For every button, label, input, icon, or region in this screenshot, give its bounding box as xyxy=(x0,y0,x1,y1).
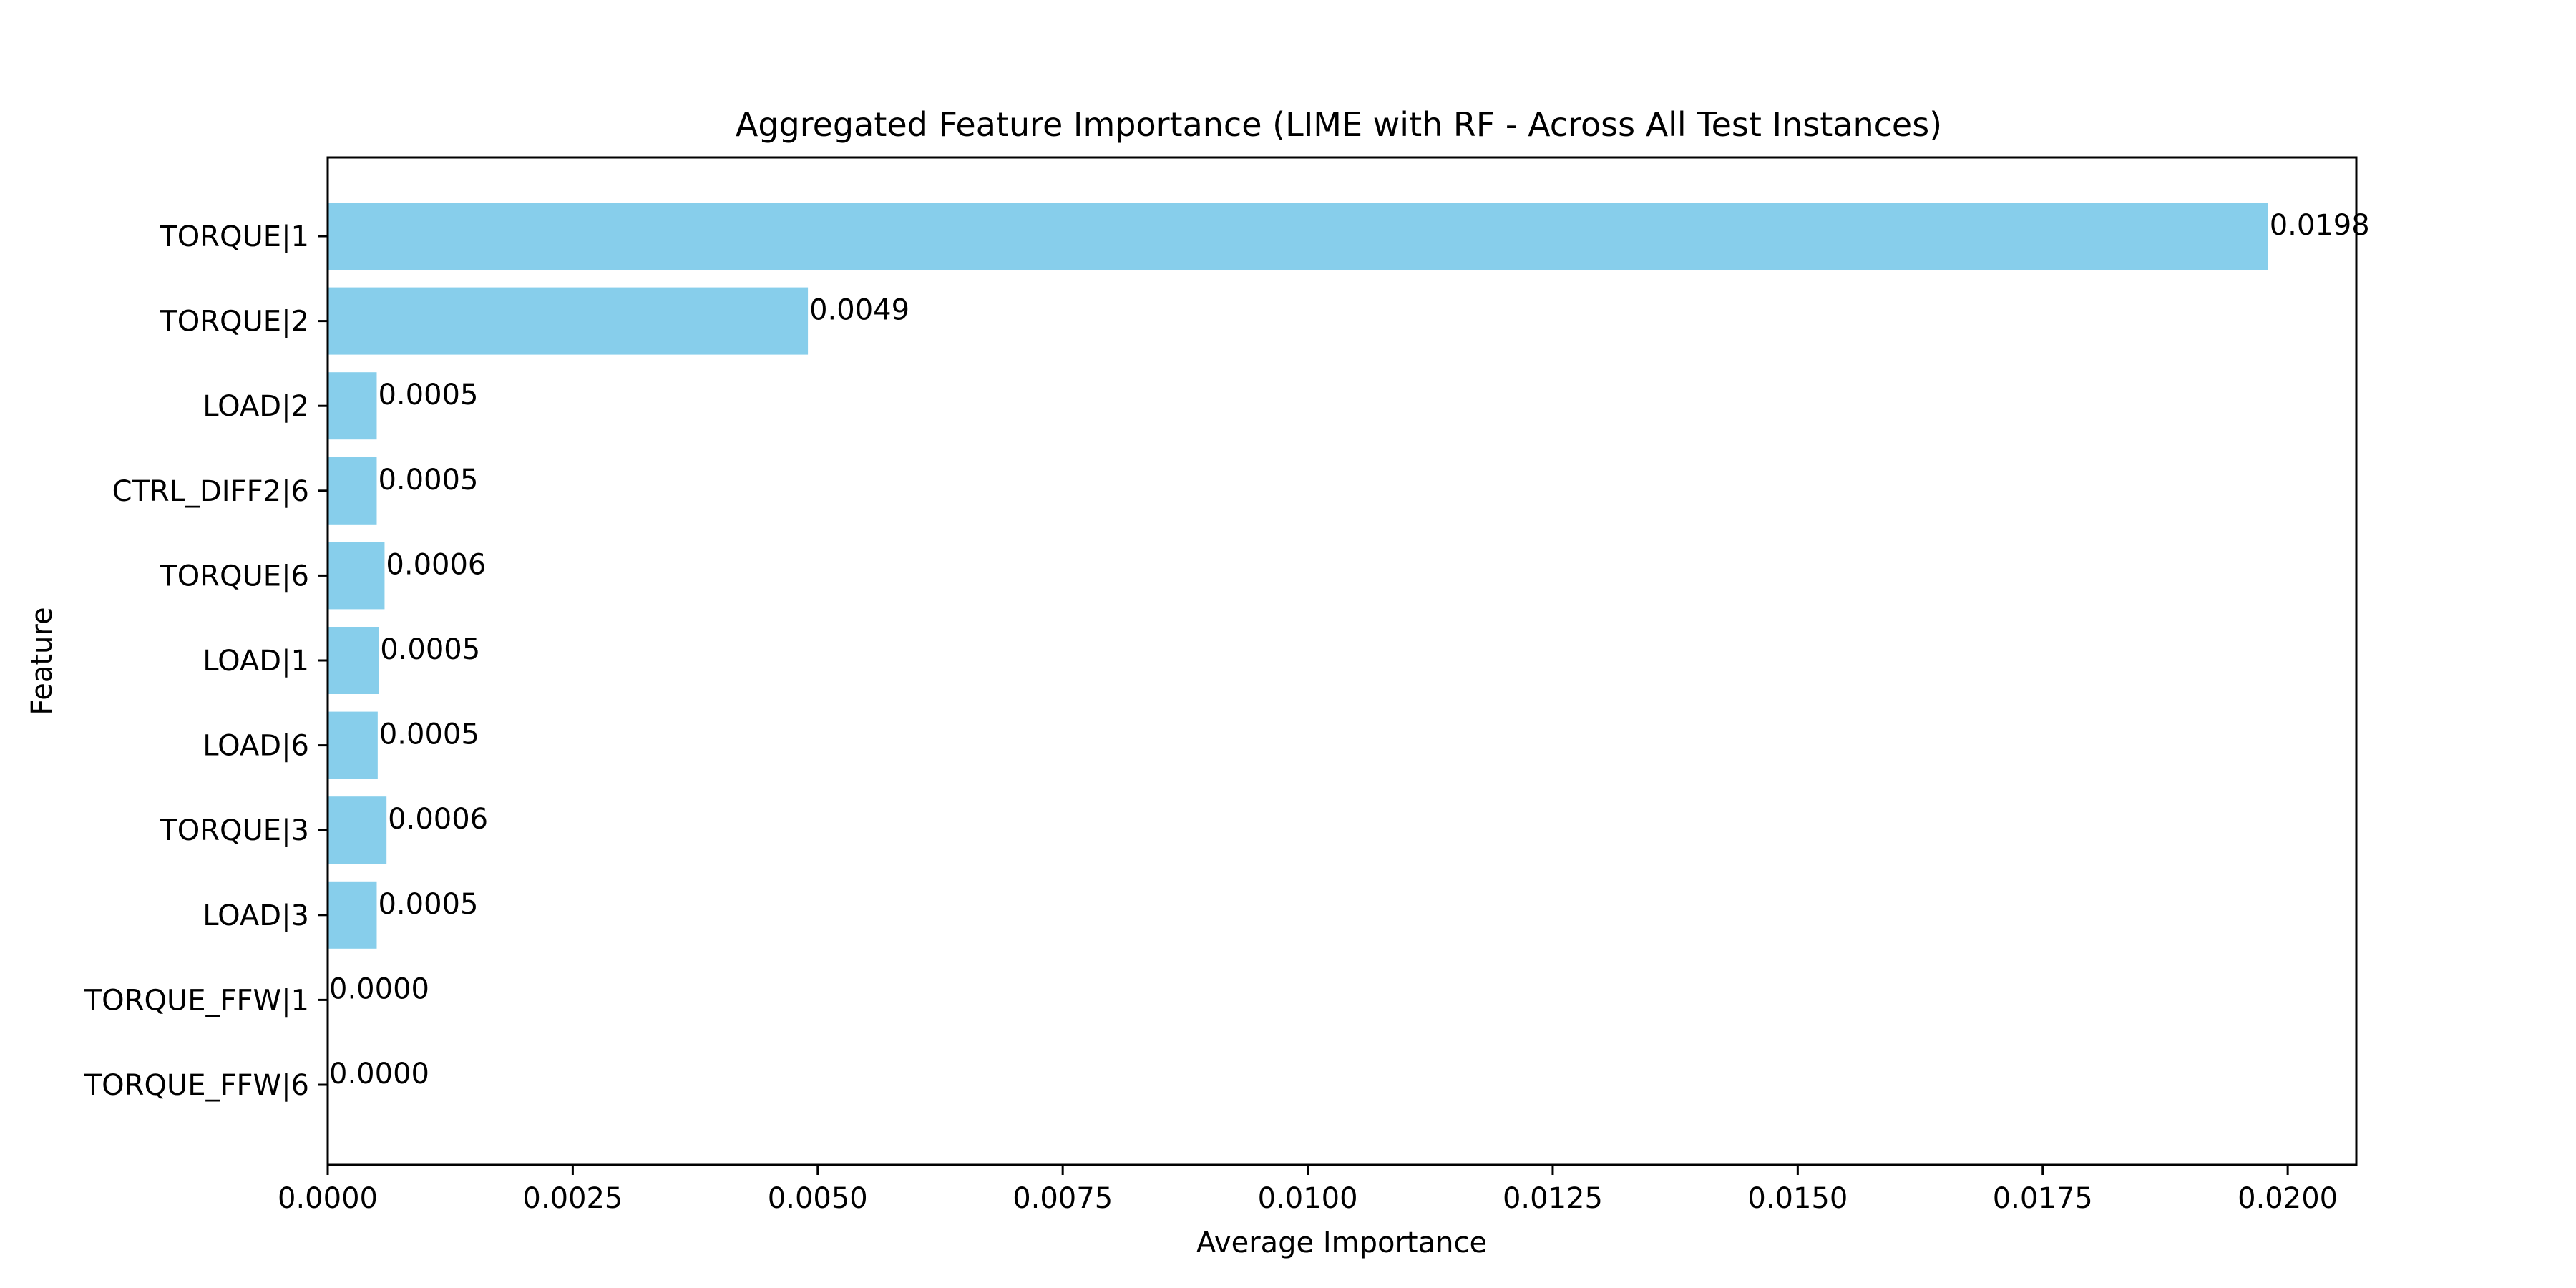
data-label: 0.0198 xyxy=(2270,209,2370,242)
x-tick-label: 0.0150 xyxy=(1747,1182,1848,1215)
data-label: 0.0006 xyxy=(386,548,486,581)
y-axis-ticks: TORQUE|1 TORQUE|2 LOAD|2 CTRL_DIFF2|6 TORQUE… xyxy=(84,220,328,1102)
y-tick-label: TORQUE|2 xyxy=(159,306,309,338)
data-label: 0.0006 xyxy=(388,803,488,836)
y-tick-label: LOAD|3 xyxy=(203,899,309,932)
x-tick-label: 0.0025 xyxy=(522,1182,623,1215)
data-labels-layer: 0.0198 0.0049 0.0005 0.0005 0.0006 0.0005 0.00… xyxy=(329,209,2370,1091)
bar xyxy=(328,203,2268,270)
y-tick-label: LOAD|1 xyxy=(203,645,309,678)
y-tick-label: LOAD|2 xyxy=(203,390,309,423)
x-axis-ticks: 0.0000 0.0025 0.0050 0.0075 0.0100 0.0125 0.01… xyxy=(278,1165,2338,1215)
data-label: 0.0005 xyxy=(378,379,478,411)
x-axis-label: Average Importance xyxy=(1196,1226,1487,1259)
x-tick-label: 0.0100 xyxy=(1258,1182,1358,1215)
data-label: 0.0005 xyxy=(379,718,479,751)
data-label: 0.0049 xyxy=(809,294,909,327)
y-tick-label: TORQUE|6 xyxy=(159,560,309,592)
bar xyxy=(328,287,809,355)
bar xyxy=(328,796,387,864)
y-tick-label: CTRL_DIFF2|6 xyxy=(112,475,309,508)
data-label: 0.0000 xyxy=(329,1058,429,1091)
plot-area-frame xyxy=(326,156,2358,1166)
chart-title: Aggregated Feature Importance (LIME with… xyxy=(736,105,1942,144)
data-label: 0.0000 xyxy=(329,972,429,1005)
bar xyxy=(328,372,377,440)
x-tick-label: 0.0125 xyxy=(1503,1182,1603,1215)
y-tick-label: LOAD|6 xyxy=(203,730,309,763)
y-tick-label: TORQUE_FFW|1 xyxy=(84,984,309,1017)
data-label: 0.0005 xyxy=(378,888,478,921)
bar xyxy=(328,711,378,779)
x-tick-label: 0.0000 xyxy=(278,1182,378,1215)
data-label: 0.0005 xyxy=(380,633,480,666)
bar xyxy=(328,542,385,610)
y-tick-label: TORQUE_FFW|6 xyxy=(84,1069,309,1102)
y-axis-label: Feature xyxy=(26,607,59,715)
data-label: 0.0005 xyxy=(378,464,478,497)
bars-layer xyxy=(328,203,2268,949)
y-tick-label: TORQUE|1 xyxy=(159,220,309,253)
x-tick-label: 0.0200 xyxy=(2238,1182,2338,1215)
bar xyxy=(328,457,377,525)
x-tick-label: 0.0050 xyxy=(768,1182,868,1215)
bar xyxy=(328,881,377,949)
x-tick-label: 0.0175 xyxy=(1993,1182,2093,1215)
x-tick-label: 0.0075 xyxy=(1013,1182,1113,1215)
bar xyxy=(328,627,379,694)
y-tick-label: TORQUE|3 xyxy=(159,814,309,847)
